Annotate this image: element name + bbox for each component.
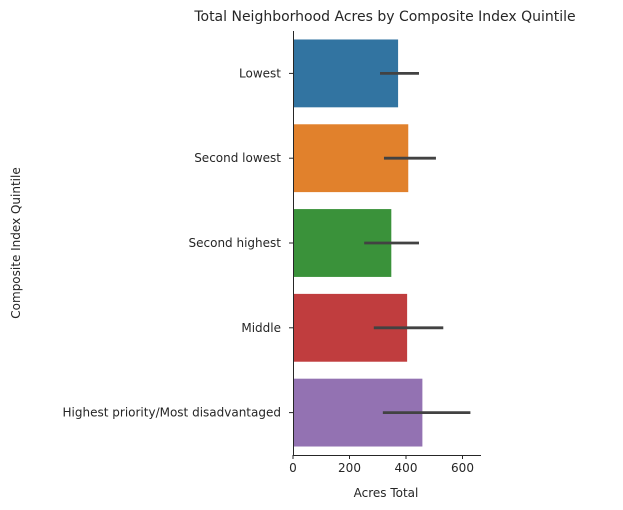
y-tick-label: Highest priority/Most disadvantaged [63, 406, 281, 420]
y-axis-ticks: Lowest Second lowest Second highest Middle H… [63, 66, 293, 420]
x-axis-label: Acres Total [354, 486, 419, 500]
x-tick-label: 0 [289, 461, 297, 475]
y-tick-label: Second highest [189, 236, 282, 250]
error-bars-group [364, 72, 471, 415]
y-tick-label: Middle [241, 321, 281, 335]
x-tick-label: 400 [395, 461, 418, 475]
chart-title: Total Neighborhood Acres by Composite In… [193, 9, 575, 25]
y-axis-label: Composite Index Quintile [9, 167, 23, 318]
x-axis-ticks: 0 200 400 600 [289, 455, 474, 475]
y-tick-label: Lowest [239, 66, 281, 80]
x-tick-label: 600 [451, 461, 474, 475]
x-tick-label: 200 [338, 461, 361, 475]
y-tick-label: Second lowest [194, 151, 281, 165]
